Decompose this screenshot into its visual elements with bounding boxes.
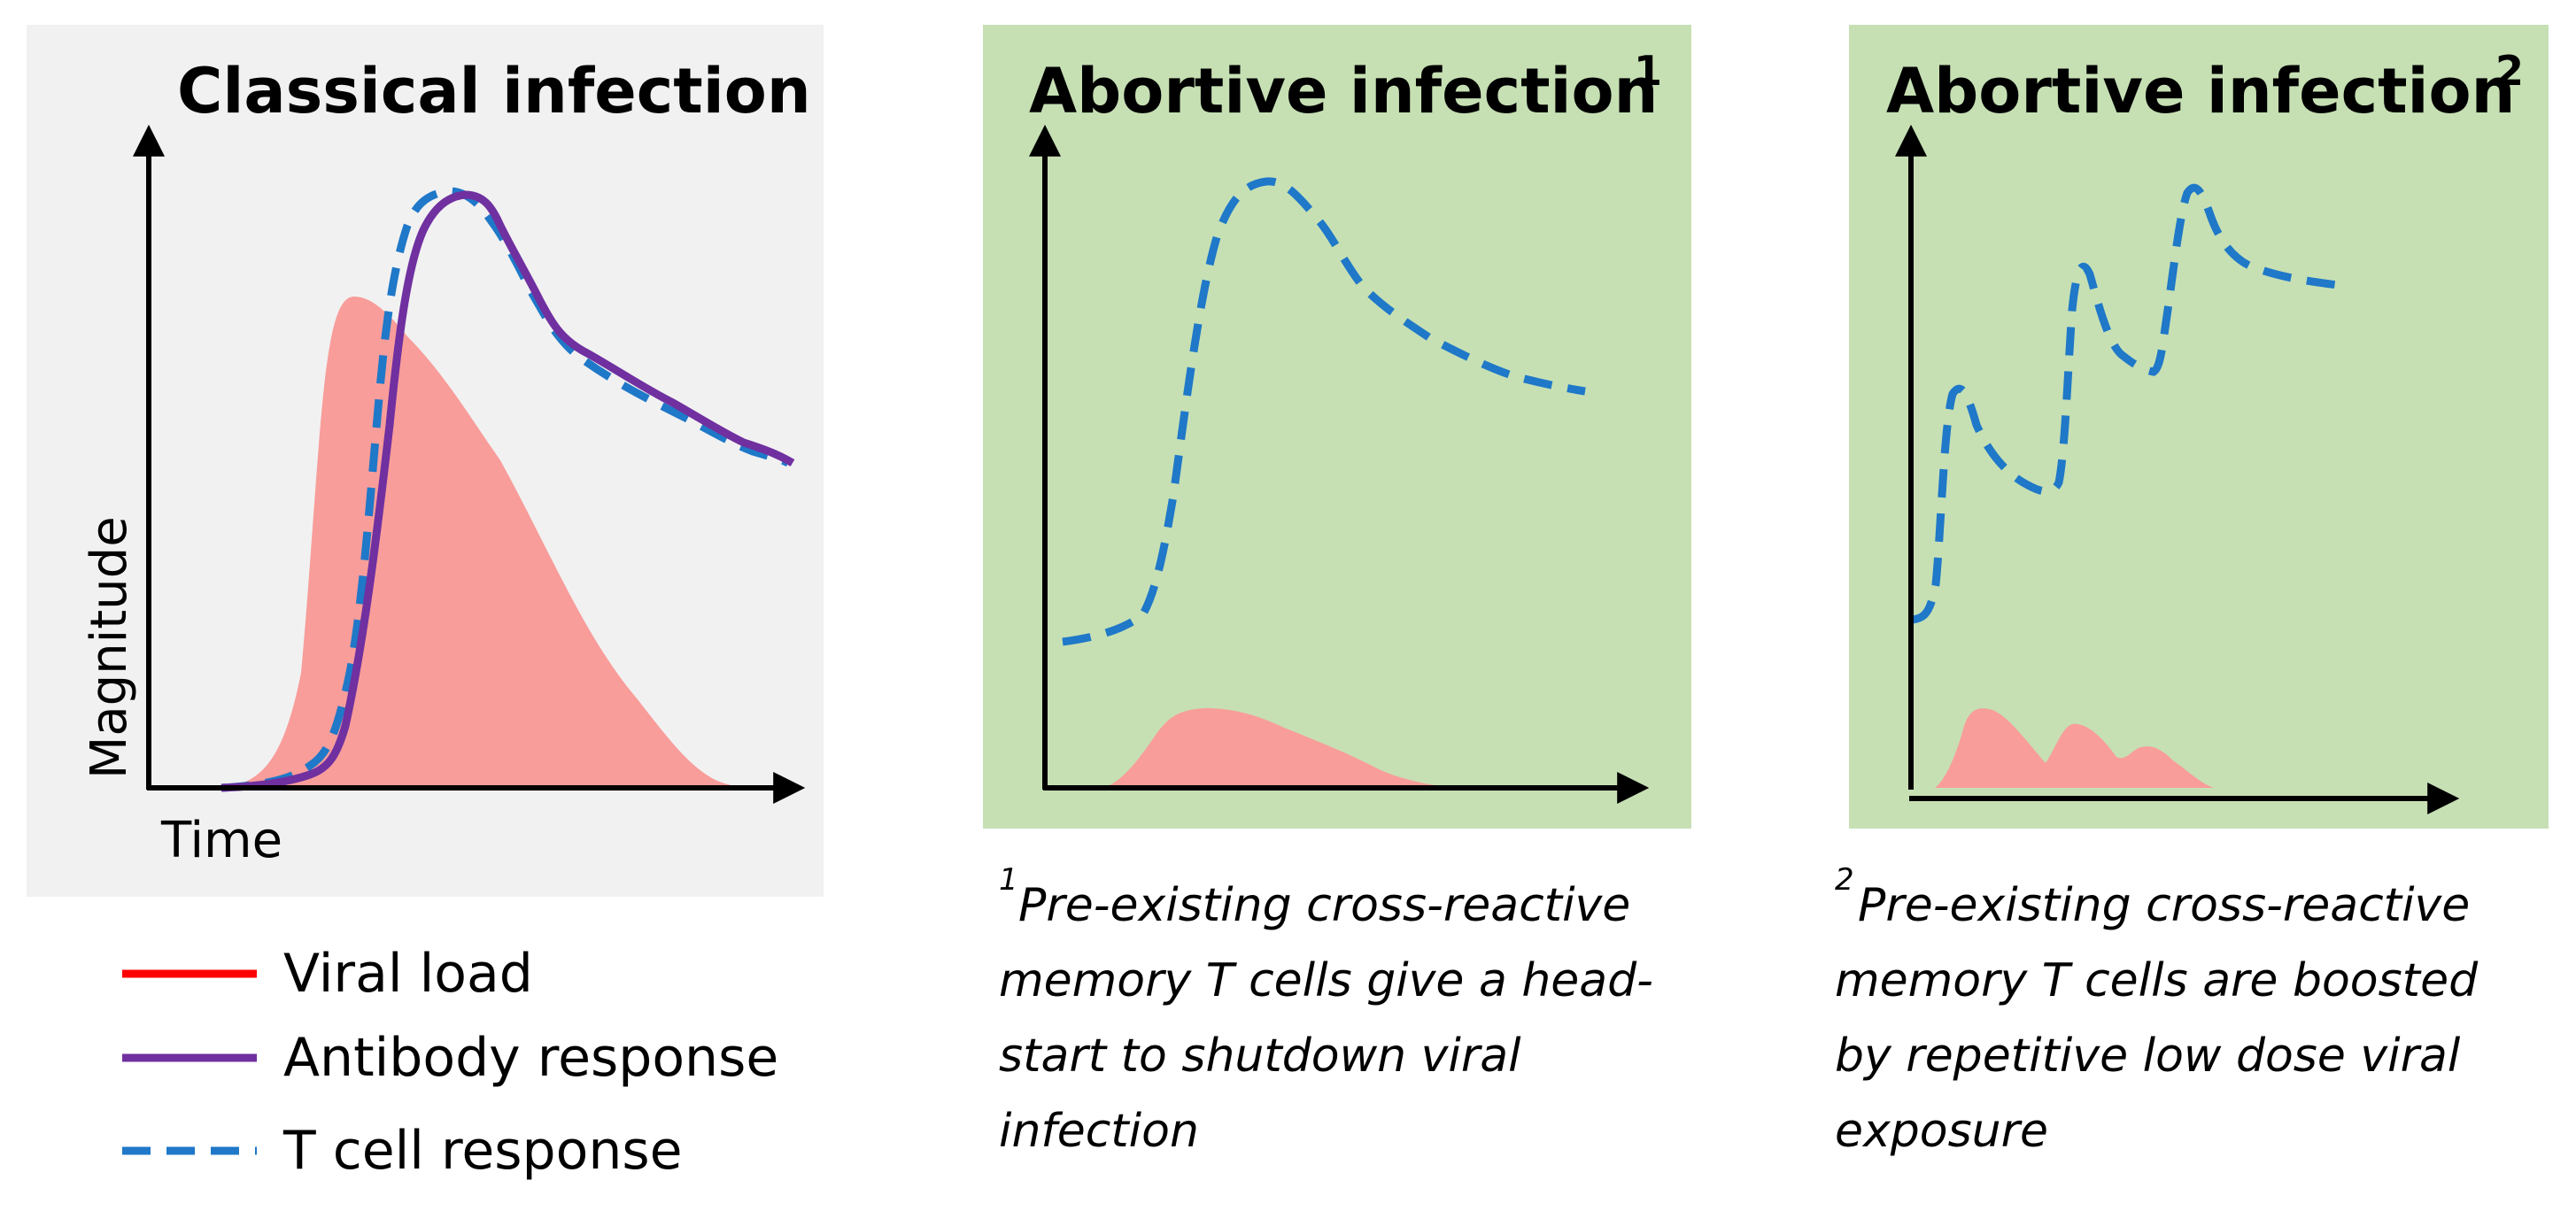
panel-abortive-1: Abortive infection 1: [983, 25, 1691, 829]
classical-antibody-curve: [220, 190, 795, 792]
abortive-2-tcell-curve: [1912, 183, 2339, 624]
abortive-1-viral-load-area: [1102, 708, 1452, 788]
classical-y-axis-label: Magnitude: [81, 516, 138, 779]
panel-abortive-1-title: Abortive infection: [1029, 55, 1658, 127]
panel-classical: Classical infection Magnitude Time: [27, 25, 824, 897]
footnote-1-line: start to shutdown viral: [999, 1030, 1521, 1083]
footnote-1-line: infection: [999, 1105, 1199, 1158]
panel-abortive-1-superscript: 1: [1634, 47, 1662, 95]
legend: Viral load Antibody response T cell resp…: [122, 943, 778, 1182]
footnote-1-marker: 1: [999, 862, 1018, 898]
abortive-2-viral-load-area: [1935, 708, 2214, 788]
panel-abortive-2-title: Abortive infection: [1886, 55, 2515, 127]
panel-abortive-2-background: [1849, 25, 2549, 829]
footnote-2-line: Pre-existing cross-reactive: [1858, 879, 2470, 932]
legend-label-antibody: Antibody response: [283, 1027, 778, 1089]
panel-abortive-2-superscript: 2: [2495, 47, 2524, 95]
abortive-1-tcell-curve: [1062, 177, 1586, 646]
classical-x-axis-label: Time: [160, 812, 282, 869]
panel-abortive-2: Abortive infection 2: [1849, 25, 2549, 829]
panel-classical-title: Classical infection: [177, 55, 811, 127]
footnote-2: 2 Pre-existing cross-reactive memory T c…: [1835, 862, 2479, 1158]
footnote-2-line: exposure: [1835, 1105, 2048, 1158]
panel-abortive-1-background: [983, 25, 1691, 829]
legend-label-tcell: T cell response: [282, 1120, 683, 1182]
footnote-1: 1 Pre-existing cross-reactive memory T c…: [999, 862, 1653, 1158]
footnote-2-line: memory T cells are boosted: [1835, 954, 2479, 1007]
legend-label-viral-load: Viral load: [283, 943, 533, 1005]
footnote-2-line: by repetitive low dose viral: [1835, 1030, 2461, 1083]
footnote-2-marker: 2: [1835, 862, 1854, 898]
footnote-1-line: memory T cells give a head-: [999, 954, 1653, 1007]
footnote-1-line: Pre-existing cross-reactive: [1018, 879, 1630, 932]
classical-tcell-curve: [220, 187, 791, 792]
